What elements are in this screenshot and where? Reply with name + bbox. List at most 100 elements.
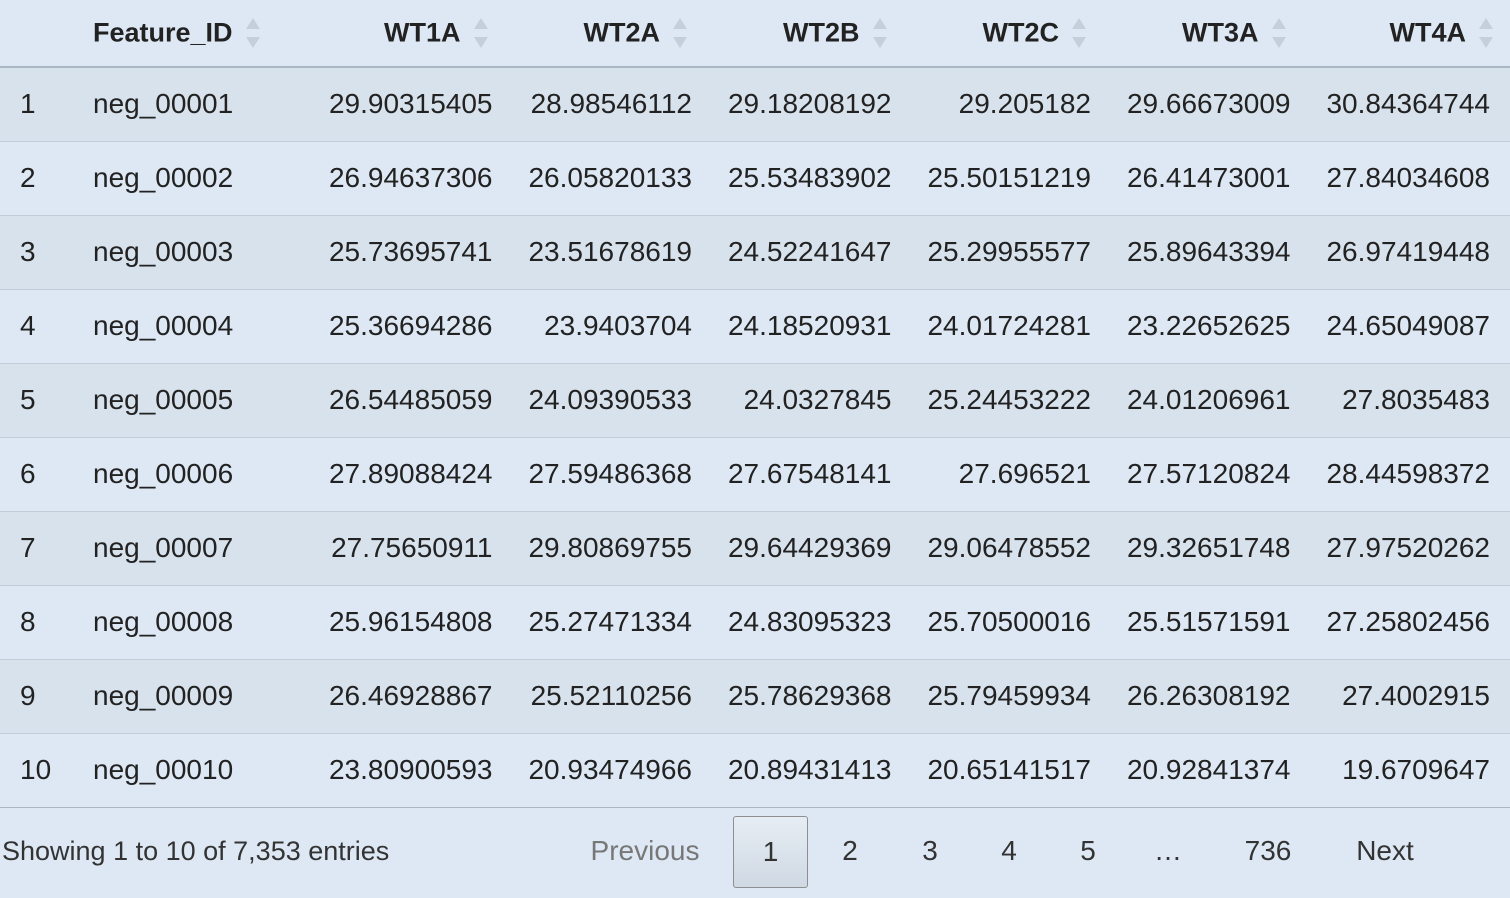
value-cell-wt2b: 29.18208192 bbox=[727, 88, 892, 120]
value-cell-wt2c: 29.06478552 bbox=[911, 510, 1111, 585]
value-cell-wt2c: 25.70500016 bbox=[911, 584, 1111, 659]
sort-both-icon[interactable] bbox=[1271, 16, 1287, 50]
column-header-wt1a[interactable]: WT1A bbox=[313, 0, 513, 68]
table-row[interactable]: 3 neg_00003 25.73695741 23.51678619 24.52241… bbox=[0, 214, 1510, 289]
value-cell-wt3a: 27.57120824 bbox=[1111, 436, 1311, 511]
table-row[interactable]: 8 neg_00008 25.96154808 25.27471334 24.83095… bbox=[0, 584, 1510, 659]
table-row[interactable]: 1 neg_00001 29.90315405 28.98546112 29.18208… bbox=[0, 67, 1510, 141]
sort-both-icon[interactable] bbox=[473, 16, 489, 50]
value-cell-wt4a: 27.8035483 bbox=[1310, 362, 1510, 437]
feature-id-cell: neg_00006 bbox=[74, 436, 313, 511]
value-cell-wt2a: 25.52110256 bbox=[512, 658, 712, 733]
value-cell-wt2b: 24.83095323 bbox=[712, 584, 912, 659]
feature-id-cell: neg_00005 bbox=[74, 362, 313, 437]
row-index-cell: 1 bbox=[20, 88, 36, 120]
table-header: Feature_ID WT1A WT2A WT2B WT2C WT3A WT4A bbox=[0, 0, 1510, 68]
column-header-label: WT1A bbox=[384, 17, 461, 48]
value-cell-wt2b: 25.78629368 bbox=[712, 658, 912, 733]
value-cell-wt3a: 25.89643394 bbox=[1111, 214, 1311, 289]
column-header-wt2c[interactable]: WT2C bbox=[911, 0, 1111, 68]
column-header-label: WT2A bbox=[583, 17, 661, 48]
value-cell-wt2a: 26.05820133 bbox=[512, 140, 712, 215]
page-button-1[interactable]: 1 bbox=[733, 816, 808, 888]
previous-page-button[interactable]: Previous bbox=[590, 835, 700, 866]
table-body: 1 neg_00001 29.90315405 28.98546112 29.18208… bbox=[0, 67, 1510, 808]
value-cell-wt4a: 27.97520262 bbox=[1310, 510, 1510, 585]
value-cell-wt4a: 27.84034608 bbox=[1310, 140, 1510, 215]
feature-id-cell: neg_00008 bbox=[74, 584, 313, 659]
table-footer: Showing 1 to 10 of 7,353 entries Previou… bbox=[0, 808, 1510, 898]
value-cell-wt3a: 26.26308192 bbox=[1111, 658, 1311, 733]
sort-both-icon[interactable] bbox=[1071, 16, 1087, 50]
column-header-label: WT2C bbox=[982, 17, 1060, 48]
value-cell-wt2a: 23.9403704 bbox=[512, 288, 712, 363]
value-cell-wt3a: 29.32651748 bbox=[1111, 510, 1311, 585]
feature-id-cell: neg_00004 bbox=[74, 288, 313, 363]
table-row[interactable]: 4 neg_00004 25.36694286 23.9403704 24.185209… bbox=[0, 288, 1510, 363]
feature-id-cell: neg_00007 bbox=[74, 510, 313, 585]
value-cell-wt4a: 26.97419448 bbox=[1310, 214, 1510, 289]
row-index-cell: 6 bbox=[0, 436, 74, 511]
value-cell-wt3a: 23.22652625 bbox=[1111, 288, 1311, 363]
value-cell-wt2c: 24.01724281 bbox=[911, 288, 1111, 363]
value-cell-wt2c: 25.29955577 bbox=[911, 214, 1111, 289]
table-info: Showing 1 to 10 of 7,353 entries bbox=[2, 836, 390, 866]
pagination-ellipsis: … bbox=[1154, 835, 1182, 866]
sort-both-icon[interactable] bbox=[672, 16, 688, 50]
column-header-wt4a[interactable]: WT4A bbox=[1310, 0, 1510, 68]
value-cell-wt3a: 26.41473001 bbox=[1111, 140, 1311, 215]
data-table: Feature_ID WT1A WT2A WT2B WT2C WT3A WT4A 1 neg_… bbox=[0, 0, 1510, 808]
value-cell-wt4a: 24.65049087 bbox=[1310, 288, 1510, 363]
value-cell-wt2b: 29.64429369 bbox=[712, 510, 912, 585]
value-cell-wt2c: 25.24453222 bbox=[911, 362, 1111, 437]
table-row[interactable]: 5 neg_00005 26.54485059 24.09390533 24.03278… bbox=[0, 362, 1510, 437]
value-cell-wt2a: 24.09390533 bbox=[512, 362, 712, 437]
value-cell-wt2c: 27.696521 bbox=[911, 436, 1111, 511]
row-index-cell: 9 bbox=[0, 658, 74, 733]
page-button-2[interactable]: 2 bbox=[842, 835, 858, 866]
column-header-index bbox=[0, 0, 74, 68]
value-cell-wt2b: 27.67548141 bbox=[712, 436, 912, 511]
page-button-3[interactable]: 3 bbox=[922, 835, 938, 866]
column-header-label: WT4A bbox=[1389, 17, 1467, 48]
column-header-wt2a[interactable]: WT2A bbox=[512, 0, 712, 68]
table-row[interactable]: 7 neg_00007 27.75650911 29.80869755 29.64429… bbox=[0, 510, 1510, 585]
value-cell-wt3a: 24.01206961 bbox=[1111, 362, 1311, 437]
column-header-wt3a[interactable]: WT3A bbox=[1111, 0, 1311, 68]
value-cell-wt1a: 25.96154808 bbox=[313, 584, 513, 659]
value-cell-wt2a: 25.27471334 bbox=[512, 584, 712, 659]
value-cell-wt1a: 25.73695741 bbox=[313, 214, 513, 289]
value-cell-wt4a: 30.84364744 bbox=[1326, 88, 1490, 120]
value-cell-wt2b: 24.0327845 bbox=[712, 362, 912, 437]
value-cell-wt2a: 20.93474966 bbox=[512, 732, 712, 808]
value-cell-wt1a: 23.80900593 bbox=[313, 732, 513, 808]
value-cell-wt2c: 25.79459934 bbox=[911, 658, 1111, 733]
table-row[interactable]: 6 neg_00006 27.89088424 27.59486368 27.67548… bbox=[0, 436, 1510, 511]
row-index-cell: 2 bbox=[0, 140, 74, 215]
page-button-4[interactable]: 4 bbox=[1001, 835, 1017, 866]
feature-id-cell: neg_00001 bbox=[93, 88, 234, 120]
row-index-cell: 10 bbox=[0, 732, 74, 808]
value-cell-wt2a: 23.51678619 bbox=[512, 214, 712, 289]
value-cell-wt1a: 27.75650911 bbox=[313, 510, 513, 585]
table-row[interactable]: 2 neg_00002 26.94637306 26.05820133 25.53483… bbox=[0, 140, 1510, 215]
table-row[interactable]: 10 neg_00010 23.80900593 20.93474966 20.8943… bbox=[0, 732, 1510, 808]
table-row[interactable]: 9 neg_00009 26.46928867 25.52110256 25.78629… bbox=[0, 658, 1510, 733]
column-header-feature-id[interactable]: Feature_ID bbox=[74, 0, 313, 68]
value-cell-wt4a: 28.44598372 bbox=[1310, 436, 1510, 511]
value-cell-wt2c: 20.65141517 bbox=[911, 732, 1111, 808]
value-cell-wt2b: 25.53483902 bbox=[712, 140, 912, 215]
next-page-button[interactable]: Next bbox=[1356, 835, 1414, 866]
sort-both-icon[interactable] bbox=[1478, 16, 1494, 50]
row-index-cell: 7 bbox=[0, 510, 74, 585]
value-cell-wt1a: 26.94637306 bbox=[313, 140, 513, 215]
page-button-5[interactable]: 5 bbox=[1080, 835, 1096, 866]
page-button-last[interactable]: 736 bbox=[1244, 835, 1292, 866]
sort-both-icon[interactable] bbox=[872, 16, 888, 50]
feature-id-cell: neg_00003 bbox=[74, 214, 313, 289]
row-index-cell: 4 bbox=[0, 288, 74, 363]
column-header-label: WT2B bbox=[783, 17, 860, 48]
sort-both-icon[interactable] bbox=[245, 16, 261, 50]
value-cell-wt1a: 26.46928867 bbox=[313, 658, 513, 733]
column-header-wt2b[interactable]: WT2B bbox=[712, 0, 912, 68]
